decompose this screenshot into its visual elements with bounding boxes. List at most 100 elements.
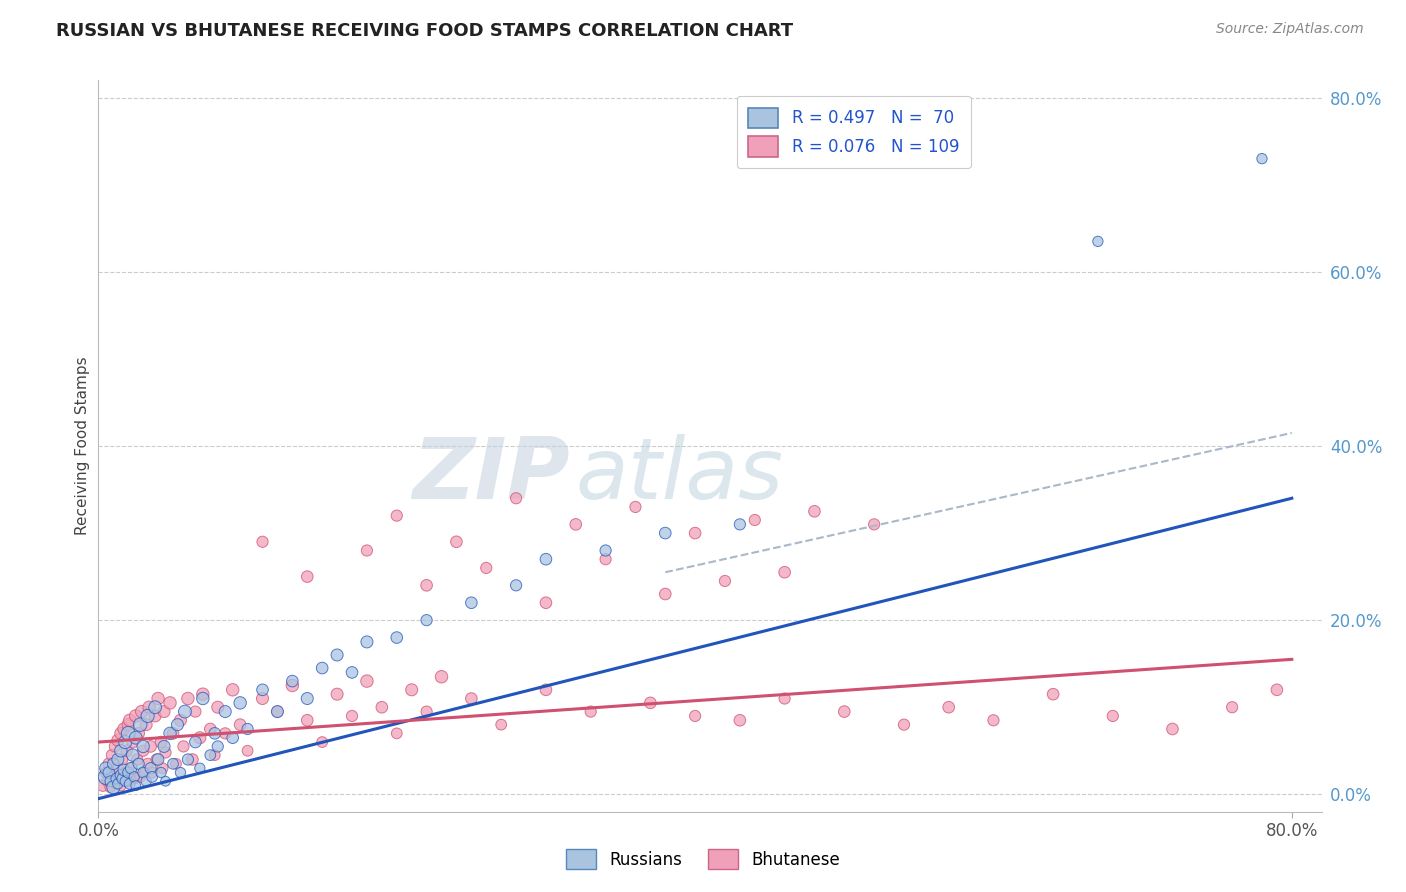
Legend: R = 0.497   N =  70, R = 0.076   N = 109: R = 0.497 N = 70, R = 0.076 N = 109 (737, 96, 970, 169)
Point (131, 705, 153, 719)
Point (152, 761, 174, 775)
Point (110, 768, 132, 782)
Point (229, 696, 252, 710)
Point (155, 774, 177, 789)
Point (141, 770, 163, 784)
Point (1251, 152, 1274, 166)
Point (96, 774, 118, 789)
Point (1042, 687, 1064, 701)
Point (120, 761, 142, 775)
Point (129, 770, 152, 784)
Point (105, 777, 128, 791)
Point (143, 709, 166, 723)
Point (104, 739, 127, 754)
Point (110, 744, 132, 758)
Point (98, 780, 121, 795)
Text: atlas: atlas (575, 434, 783, 516)
Point (128, 726, 150, 740)
Point (505, 491, 527, 506)
Point (114, 774, 136, 789)
Point (145, 752, 167, 766)
Point (127, 752, 149, 766)
Point (150, 735, 173, 749)
Point (134, 765, 156, 780)
Point (534, 596, 557, 610)
Point (340, 709, 363, 723)
Point (114, 765, 136, 780)
Point (132, 739, 155, 754)
Point (371, 700, 394, 714)
Point (94, 765, 117, 780)
Point (188, 761, 211, 775)
Point (159, 726, 181, 740)
Point (153, 705, 176, 719)
Point (118, 714, 141, 728)
Point (135, 717, 157, 731)
Point (229, 717, 252, 731)
Point (97, 765, 120, 780)
Point (803, 504, 825, 518)
Point (162, 726, 184, 740)
Point (266, 705, 288, 719)
Point (122, 772, 145, 786)
Text: RUSSIAN VS BHUTANESE RECEIVING FOOD STAMPS CORRELATION CHART: RUSSIAN VS BHUTANESE RECEIVING FOOD STAM… (56, 22, 793, 40)
Point (460, 596, 482, 610)
Point (101, 748, 124, 763)
Point (266, 705, 288, 719)
Point (146, 691, 169, 706)
Point (110, 726, 132, 740)
Point (150, 765, 173, 780)
Point (505, 578, 527, 592)
Point (565, 517, 588, 532)
Point (165, 756, 187, 771)
Point (162, 756, 184, 771)
Point (221, 731, 243, 745)
Point (181, 752, 204, 766)
Point (103, 780, 125, 795)
Point (115, 744, 138, 758)
Point (221, 682, 243, 697)
Point (118, 777, 141, 791)
Point (207, 700, 229, 714)
Point (475, 561, 498, 575)
Point (120, 761, 142, 775)
Point (110, 779, 132, 793)
Point (415, 705, 437, 719)
Point (146, 752, 169, 766)
Point (153, 739, 176, 754)
Point (122, 770, 145, 784)
Point (311, 735, 333, 749)
Point (595, 543, 617, 558)
Point (97, 756, 120, 771)
Point (832, 705, 855, 719)
Point (141, 765, 163, 780)
Point (143, 700, 166, 714)
Point (340, 665, 363, 680)
Point (624, 500, 647, 514)
Point (326, 687, 349, 701)
Point (125, 709, 148, 723)
Y-axis label: Receiving Food Stamps: Receiving Food Stamps (75, 357, 90, 535)
Point (188, 731, 211, 745)
Point (94, 770, 117, 784)
Point (297, 569, 319, 583)
Point (204, 748, 226, 763)
Point (177, 691, 200, 706)
Point (129, 717, 152, 731)
Point (107, 777, 129, 791)
Point (112, 722, 135, 736)
Point (111, 772, 134, 786)
Point (893, 717, 915, 731)
Point (534, 552, 557, 566)
Point (640, 696, 662, 710)
Point (446, 534, 468, 549)
Point (125, 731, 148, 745)
Point (938, 700, 960, 714)
Point (117, 774, 139, 789)
Point (385, 631, 408, 645)
Point (356, 635, 378, 649)
Point (112, 763, 135, 777)
Point (773, 691, 796, 706)
Point (125, 779, 148, 793)
Point (135, 774, 157, 789)
